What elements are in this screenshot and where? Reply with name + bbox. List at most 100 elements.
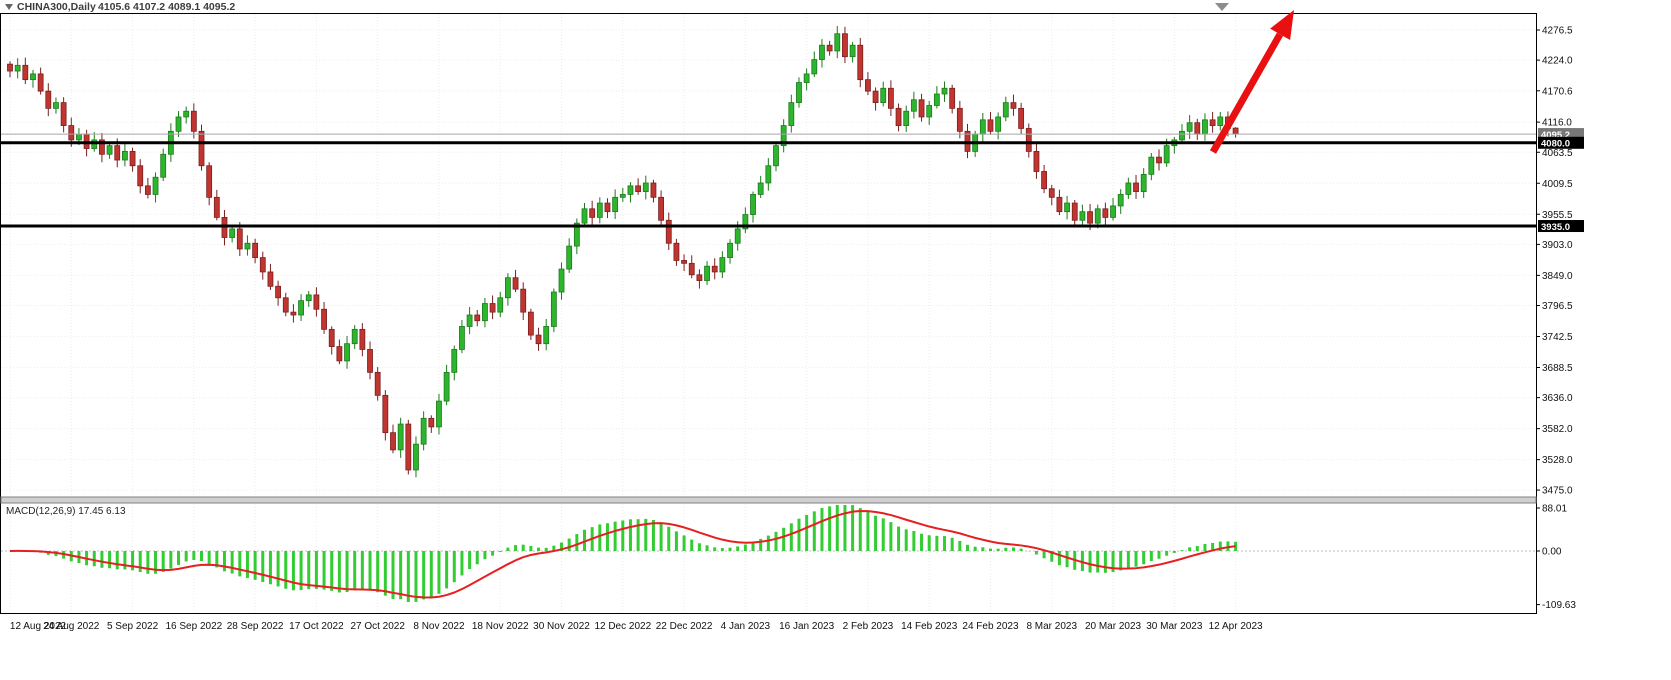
candle-body bbox=[704, 265, 710, 281]
candle-body bbox=[665, 219, 672, 244]
candle-body bbox=[765, 165, 772, 184]
macd-tick-label: -109.63 bbox=[1542, 600, 1576, 611]
candle-body bbox=[436, 400, 442, 428]
symbol-title: CHINA300,Daily bbox=[17, 1, 96, 13]
candle-body bbox=[198, 130, 205, 167]
candle-body bbox=[99, 139, 105, 155]
price-tick-label: 3849.0 bbox=[1542, 271, 1573, 282]
candle-body bbox=[1125, 182, 1132, 195]
price-tick-label: 4276.5 bbox=[1542, 26, 1573, 37]
macd-tick-label: 0.00 bbox=[1542, 547, 1562, 558]
candle-body bbox=[160, 153, 167, 178]
candle-body bbox=[244, 242, 251, 250]
candle-body bbox=[1087, 211, 1093, 224]
candle-body bbox=[918, 99, 925, 118]
candle-body bbox=[53, 102, 59, 109]
candle-body bbox=[328, 328, 335, 347]
candle-body bbox=[275, 285, 282, 299]
candle-body bbox=[803, 73, 810, 83]
candle-body bbox=[367, 349, 373, 373]
candle-body bbox=[865, 79, 871, 92]
candle-body bbox=[1102, 208, 1109, 218]
candle-body bbox=[543, 326, 550, 345]
date-label: 30 Mar 2023 bbox=[1146, 621, 1203, 632]
candle-body bbox=[573, 222, 580, 247]
candle-body bbox=[252, 242, 259, 258]
date-label: 8 Mar 2023 bbox=[1026, 621, 1077, 632]
candle-body bbox=[627, 185, 634, 195]
candle-body bbox=[711, 265, 718, 273]
macd-indicator-label: MACD(12,26,9) 17.45 6.13 bbox=[6, 506, 126, 517]
trend-arrow-head[interactable] bbox=[1270, 10, 1294, 40]
candle-body bbox=[750, 194, 756, 215]
candle-body bbox=[359, 328, 366, 350]
candle-body bbox=[527, 311, 534, 336]
candle-body bbox=[321, 308, 327, 330]
price-tick-label: 3796.5 bbox=[1542, 301, 1573, 312]
candle-body bbox=[566, 245, 573, 270]
symbol-ohlc-values: 4105.6 4107.2 4089.1 4095.2 bbox=[98, 1, 235, 13]
candle-body bbox=[60, 102, 67, 126]
candle-body bbox=[688, 262, 695, 276]
candle-body bbox=[1071, 202, 1078, 221]
date-label: 28 Sep 2022 bbox=[227, 621, 284, 632]
candle-body bbox=[106, 145, 113, 155]
level-price-tag: 3935.0 bbox=[1541, 222, 1570, 233]
price-tick-label: 3528.0 bbox=[1542, 455, 1573, 466]
macd-tick-label: 88.01 bbox=[1542, 503, 1567, 514]
chart-shift-marker-icon[interactable] bbox=[1215, 3, 1229, 11]
trend-arrow-shaft[interactable] bbox=[1209, 32, 1284, 154]
candle-body bbox=[1002, 102, 1009, 118]
candle-body bbox=[129, 151, 136, 167]
candle-body bbox=[1232, 127, 1239, 135]
panel-separator[interactable] bbox=[0, 496, 1537, 504]
candle-body bbox=[428, 417, 435, 428]
price-tick-label: 3903.0 bbox=[1542, 240, 1573, 251]
price-tick-label: 3475.0 bbox=[1542, 486, 1573, 497]
candle-body bbox=[811, 59, 818, 75]
candle-body bbox=[1163, 145, 1170, 164]
date-label: 8 Nov 2022 bbox=[413, 621, 465, 632]
candle-body bbox=[933, 93, 940, 106]
candle-body bbox=[190, 110, 197, 132]
candle-body bbox=[1194, 122, 1201, 135]
candle-body bbox=[1033, 151, 1040, 172]
candle-body bbox=[979, 119, 986, 135]
date-label: 12 Apr 2023 bbox=[1209, 621, 1263, 632]
candle-body bbox=[305, 294, 312, 302]
candle-body bbox=[550, 291, 557, 327]
candle-body bbox=[1209, 119, 1216, 126]
candle-body bbox=[14, 64, 21, 72]
candle-body bbox=[489, 303, 496, 313]
price-tick-label: 4063.5 bbox=[1542, 148, 1573, 159]
candle-body bbox=[1094, 208, 1101, 224]
macd-signal-line bbox=[9, 509, 1236, 599]
candle-body bbox=[673, 242, 680, 261]
date-label: 22 Dec 2022 bbox=[656, 621, 713, 632]
candle-body bbox=[910, 99, 917, 112]
candle-body bbox=[956, 107, 963, 132]
candle-body bbox=[1010, 102, 1017, 109]
candle-body bbox=[405, 423, 412, 471]
candle-body bbox=[888, 87, 894, 109]
symbol-dropdown-icon bbox=[5, 4, 13, 10]
candle-body bbox=[596, 202, 603, 218]
candle-body bbox=[37, 73, 44, 92]
candle-body bbox=[1179, 130, 1185, 141]
candle-body bbox=[1079, 211, 1086, 221]
candle-body bbox=[1140, 173, 1147, 192]
macd-layer bbox=[1, 505, 1536, 603]
candle-body bbox=[727, 242, 733, 258]
level-price-tag-bg bbox=[1538, 220, 1584, 233]
candle-body bbox=[1048, 188, 1055, 198]
candle-body bbox=[30, 73, 36, 81]
candle-body bbox=[497, 297, 504, 313]
grid-layer bbox=[1, 14, 1536, 612]
candle-body bbox=[7, 63, 13, 72]
candle-body bbox=[949, 87, 956, 109]
current-price-tag: 4095.2 bbox=[1541, 130, 1570, 141]
price-tick-label: 3636.0 bbox=[1542, 393, 1573, 404]
candle-body bbox=[267, 271, 274, 287]
candle-body bbox=[819, 44, 825, 60]
